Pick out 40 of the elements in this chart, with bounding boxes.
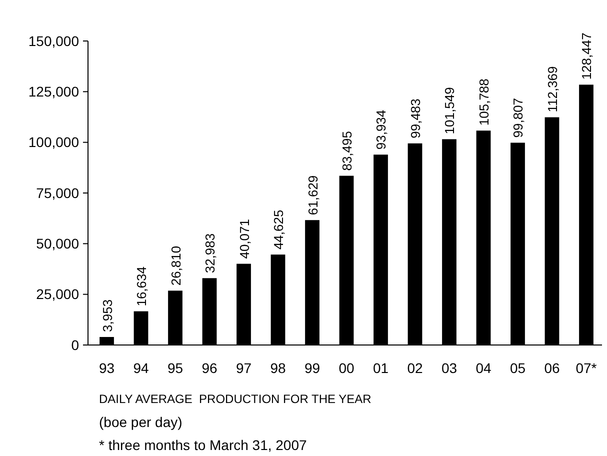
data-label: 128,447 (579, 32, 594, 80)
data-label: 3,953 (100, 299, 115, 332)
text: (boe per day) (99, 414, 182, 430)
x-tick-label: 04 (476, 360, 492, 376)
y-tick-label: 125,000 (28, 84, 80, 100)
data-label: 101,549 (442, 87, 458, 134)
x-axis-title: DAILY AVERAGE PRODUCTION FOR THE YEAR (99, 392, 372, 406)
x-tick-label: 03 (441, 360, 458, 376)
x-tick-label: 93 (98, 360, 115, 376)
y-tick-label: 100,000 (28, 134, 80, 150)
x-tick-label: 01 (372, 360, 389, 376)
x-tick-label: 02 (407, 360, 423, 376)
data-label: 16,634 (134, 266, 150, 306)
data-label: 61,629 (305, 175, 320, 216)
x-tick-label: 98 (270, 360, 286, 376)
y-tick-label: 75,000 (36, 184, 80, 201)
y-tick-label: 50,000 (36, 236, 80, 252)
data-label: 93,934 (374, 110, 389, 150)
x-tick-label: 06 (544, 360, 560, 376)
data-label: 44,625 (271, 210, 286, 250)
y-tick-label: 25,000 (36, 286, 80, 302)
y-tick-label: 150,000 (28, 32, 80, 49)
data-label: 99,807 (510, 98, 526, 138)
x-tick-label: 00 (338, 360, 354, 376)
data-label: 83,495 (340, 131, 354, 171)
x-tick-label: 95 (167, 360, 184, 376)
data-label: 32,983 (202, 233, 218, 274)
x-tick-label: 94 (133, 360, 149, 376)
data-label: 40,071 (236, 219, 252, 259)
x-tick-label: 97 (236, 360, 252, 376)
data-label: 112,369 (544, 66, 560, 112)
x-tick-label: 07* (576, 360, 598, 376)
text: * three months to March 31, 2007 (99, 437, 307, 453)
data-label: 26,810 (168, 246, 184, 286)
y-tick-label: 0 (71, 336, 80, 353)
data-label: 99,483 (408, 98, 423, 138)
x-tick-label: 96 (202, 360, 218, 376)
x-tick-label: 05 (510, 360, 526, 376)
data-label: 105,788 (476, 78, 492, 126)
x-tick-label: 99 (304, 360, 320, 376)
